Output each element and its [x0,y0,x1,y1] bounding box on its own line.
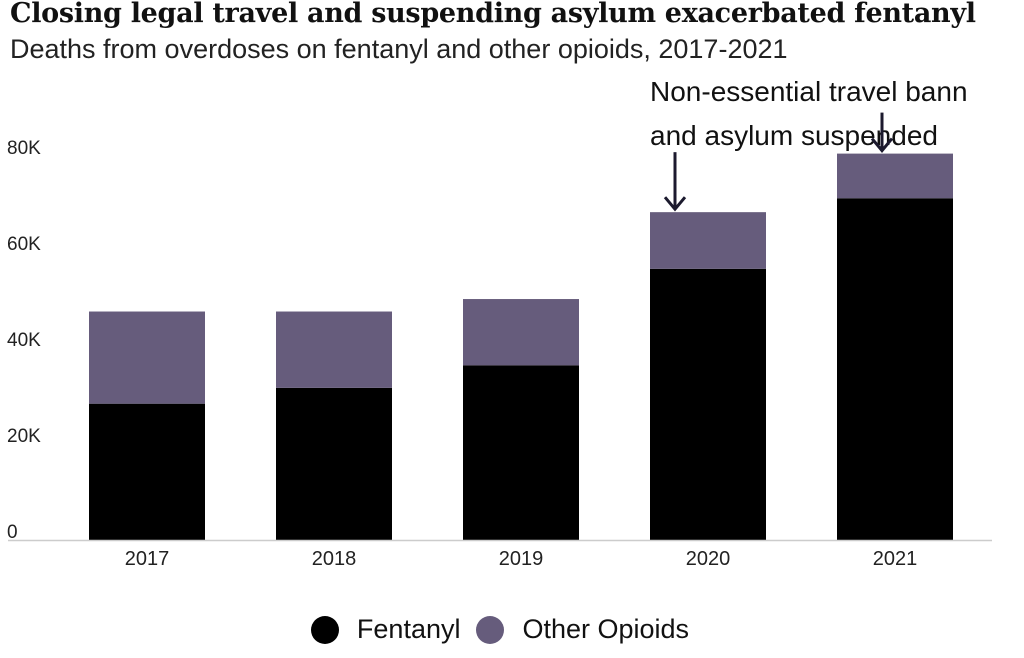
stacked-bar-chart: 0 20K 40K 60K 80K 2017 2018 2019 2020 2021 [7,112,992,570]
legend-swatch-fentanyl [310,615,339,644]
annotation-arrow-2020-head [663,196,687,212]
bar-other-opioids-2017 [89,311,205,404]
legend: Fentanyl Other Opioids [0,614,1000,645]
y-tick-label: 20K [7,426,41,447]
legend-label-other-opioids: Other Opioids [522,614,690,644]
bar-fentanyl-2017 [89,403,205,540]
legend-item-other-opioids: Other Opioids [476,614,689,645]
bar-fentanyl-2021 [837,198,953,541]
bar-fentanyl-2019 [463,365,579,540]
annotation-line-1: Non-essential travel bann [650,76,968,107]
bar-other-opioids-2021 [837,153,953,199]
y-tick-label: 40K [7,330,41,351]
x-tick-label: 2020 [686,548,731,570]
chart-title: Closing legal travel and suspending asyl… [10,0,976,29]
y-tick-label: 80K [7,138,41,159]
x-tick-label: 2017 [125,548,170,570]
annotation-arrow-2021-head [870,137,894,153]
legend-swatch-other-opioids [476,615,505,644]
x-tick-label: 2018 [312,548,357,570]
bar-fentanyl-2020 [650,268,766,540]
bar-fentanyl-2018 [276,387,392,540]
legend-label-fentanyl: Fentanyl [356,614,461,644]
x-tick-label: 2019 [499,548,544,570]
x-tick-label: 2021 [873,548,918,570]
legend-item-fentanyl: Fentanyl [310,614,461,645]
y-tick-label: 60K [7,234,41,255]
chart-subtitle: Deaths from overdoses on fentanyl and ot… [10,34,788,64]
bar-other-opioids-2019 [463,299,579,366]
annotation-line-2: and asylum suspended [650,120,938,151]
y-tick-label: 0 [7,522,18,543]
annotation: Non-essential travel bann and asylum sus… [650,70,1020,158]
bar-other-opioids-2020 [650,212,766,269]
bar-other-opioids-2018 [276,311,392,388]
